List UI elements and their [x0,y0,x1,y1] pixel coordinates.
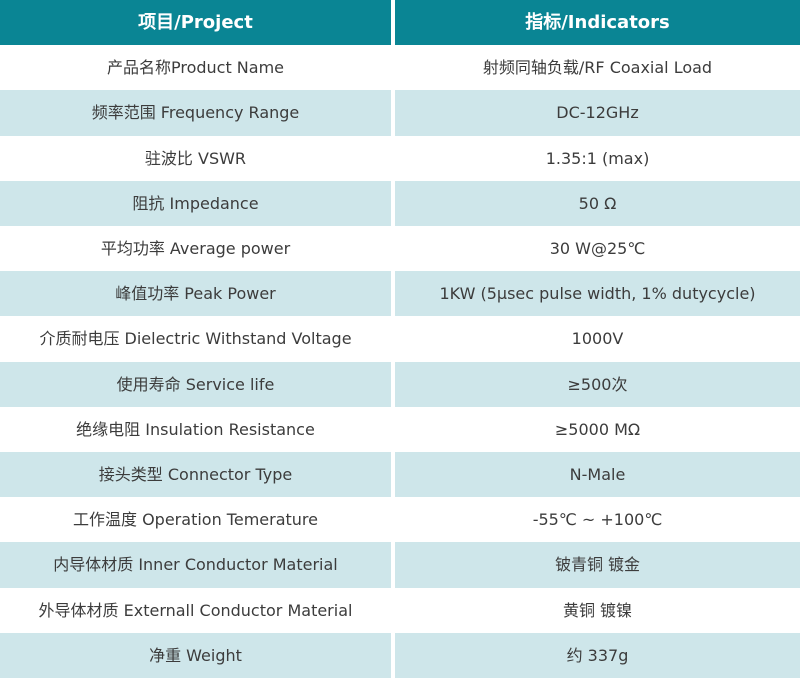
header-indicators: 指标/Indicators [525,11,670,33]
table-row: 使用寿命 Service life ≥500次 [0,361,800,407]
indicator-cell: N-Male [569,465,626,485]
table-row: 峰值功率 Peak Power 1KW (5μsec pulse width, 1… [0,271,800,317]
indicator-cell: 1KW (5μsec pulse width, 1% dutycycle) [439,284,756,304]
project-cell: 外导体材质 Externall Conductor Material [0,587,395,633]
indicator-cell: ≥5000 MΩ [554,419,641,439]
project-cell: 接头类型 Connector Type [0,452,395,498]
indicator-cell: 约 337g [566,645,629,665]
indicator-cell: DC-12GHz [556,103,639,123]
indicator-cell: 50 Ω [578,193,617,213]
project-cell: 频率范围 Frequency Range [0,90,395,136]
project-cell: 绝缘电阻 Insulation Resistance [0,406,395,453]
table-row: 外导体材质 Externall Conductor Material 黄铜 镀镍 [0,587,800,633]
table-row: 驻波比 VSWR 1.35:1 (max) [0,135,800,181]
table-row: 接头类型 Connector Type N-Male [0,452,800,498]
project-cell: 产品名称Product Name [0,45,395,91]
project-cell: 内导体材质 Inner Conductor Material [0,542,395,588]
indicator-cell: -55℃ ~ +100℃ [532,510,663,530]
project-cell: 峰值功率 Peak Power [0,271,395,317]
table-row: 绝缘电阻 Insulation Resistance ≥5000 MΩ [0,406,800,453]
table-row: 阻抗 Impedance 50 Ω [0,180,800,227]
table-row: 净重 Weight 约 337g [0,632,800,678]
table-row: 介质耐电压 Dielectric Withstand Voltage 1000V [0,316,800,362]
project-cell: 工作温度 Operation Temerature [0,497,395,543]
indicator-cell: 1.35:1 (max) [545,148,650,168]
table-row: 平均功率 Average power 30 W@25℃ [0,226,800,272]
project-cell: 驻波比 VSWR [0,135,395,181]
indicator-cell: ≥500次 [567,374,628,394]
indicator-cell: 1000V [571,329,624,349]
indicator-cell: 射频同轴负载/RF Coaxial Load [482,58,713,78]
project-cell: 使用寿命 Service life [0,361,395,407]
header-project: 项目/Project [0,0,395,46]
project-cell: 阻抗 Impedance [0,180,395,227]
indicator-cell: 黄铜 镀镍 [562,600,633,620]
table-row: 频率范围 Frequency Range DC-12GHz [0,90,800,136]
indicator-cell: 铍青铜 镀金 [554,555,641,575]
project-cell: 介质耐电压 Dielectric Withstand Voltage [0,316,395,362]
table-row: 内导体材质 Inner Conductor Material 铍青铜 镀金 [0,542,800,588]
table-row: 工作温度 Operation Temerature -55℃ ~ +100℃ [0,497,800,543]
table-header-row: 项目/Project 指标/Indicators [0,0,800,46]
project-cell: 平均功率 Average power [0,226,395,272]
indicator-cell: 30 W@25℃ [549,239,646,259]
project-cell: 净重 Weight [0,632,395,678]
table-row: 产品名称Product Name 射频同轴负载/RF Coaxial Load [0,45,800,91]
